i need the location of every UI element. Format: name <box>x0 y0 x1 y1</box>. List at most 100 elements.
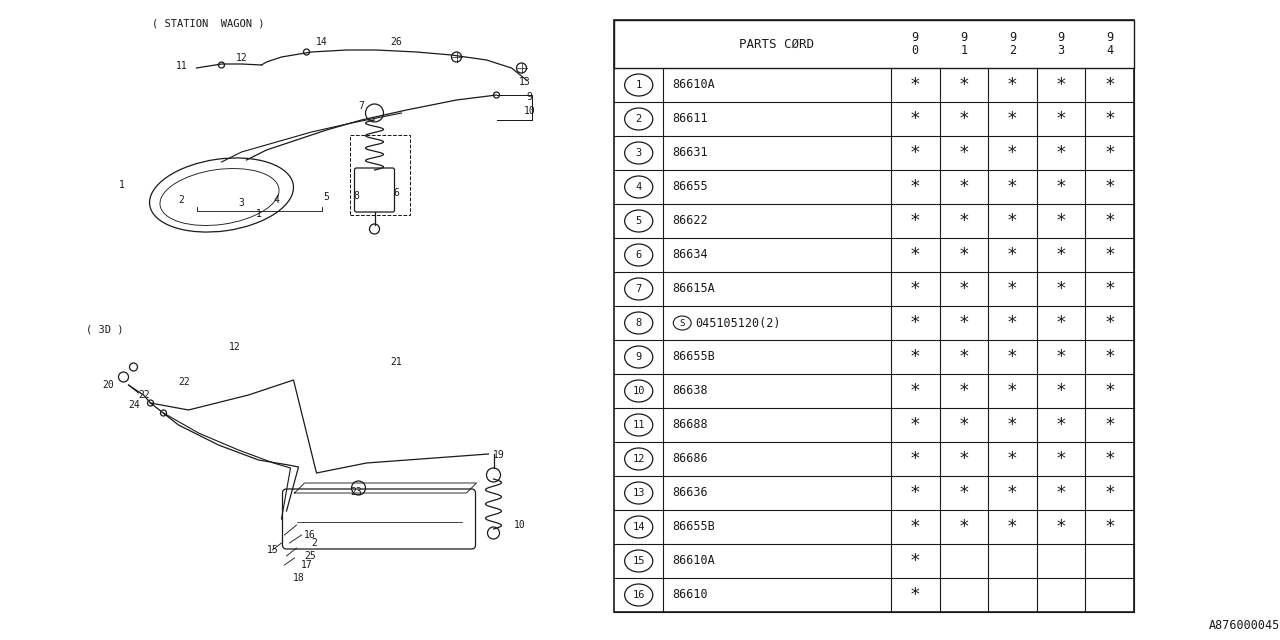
Text: *: * <box>1105 450 1115 468</box>
Text: 2: 2 <box>636 114 641 124</box>
Text: 86610A: 86610A <box>672 554 714 568</box>
Text: 86655B: 86655B <box>672 351 714 364</box>
Bar <box>614 20 1134 68</box>
Text: 18: 18 <box>293 573 305 583</box>
Text: 17: 17 <box>301 560 312 570</box>
Text: *: * <box>1056 484 1066 502</box>
Text: 10: 10 <box>513 520 525 530</box>
Text: 86615A: 86615A <box>672 282 714 296</box>
Text: 5: 5 <box>324 192 329 202</box>
Text: 14: 14 <box>316 37 328 47</box>
Text: 9: 9 <box>526 92 532 102</box>
Text: 12: 12 <box>236 53 247 63</box>
Text: 7: 7 <box>636 284 641 294</box>
Text: *: * <box>910 518 920 536</box>
Text: *: * <box>1056 76 1066 94</box>
Text: *: * <box>1056 144 1066 162</box>
Text: 6: 6 <box>636 250 641 260</box>
Text: *: * <box>1007 280 1018 298</box>
Text: 4: 4 <box>636 182 641 192</box>
Text: *: * <box>1056 314 1066 332</box>
Text: 86631: 86631 <box>672 147 708 159</box>
Text: 24: 24 <box>128 400 141 410</box>
Text: *: * <box>910 484 920 502</box>
Text: 86686: 86686 <box>672 452 708 465</box>
Text: *: * <box>959 450 969 468</box>
Text: *: * <box>910 416 920 434</box>
Text: 9
3: 9 3 <box>1057 31 1065 57</box>
Circle shape <box>219 62 224 68</box>
Text: *: * <box>959 518 969 536</box>
Text: *: * <box>1007 212 1018 230</box>
Text: *: * <box>1007 518 1018 536</box>
Text: A876000045: A876000045 <box>1208 619 1280 632</box>
Text: *: * <box>910 110 920 128</box>
Text: 86688: 86688 <box>672 419 708 431</box>
Text: 86610: 86610 <box>672 589 708 602</box>
Circle shape <box>494 92 499 98</box>
Text: 16: 16 <box>303 530 315 540</box>
Text: *: * <box>959 382 969 400</box>
Text: *: * <box>1056 382 1066 400</box>
Text: *: * <box>1056 110 1066 128</box>
Text: *: * <box>1105 518 1115 536</box>
Text: 12: 12 <box>229 342 241 352</box>
Text: *: * <box>1105 416 1115 434</box>
Bar <box>614 20 1134 612</box>
Text: *: * <box>1105 484 1115 502</box>
Text: *: * <box>959 178 969 196</box>
Text: *: * <box>910 280 920 298</box>
Text: 5: 5 <box>636 216 641 226</box>
Text: 13: 13 <box>518 77 530 87</box>
Circle shape <box>303 49 310 55</box>
Text: *: * <box>910 450 920 468</box>
Text: *: * <box>910 178 920 196</box>
Text: *: * <box>1105 382 1115 400</box>
Text: 22: 22 <box>138 390 150 400</box>
Text: 86636: 86636 <box>672 486 708 499</box>
Text: *: * <box>1105 144 1115 162</box>
Text: *: * <box>1007 178 1018 196</box>
Text: *: * <box>910 76 920 94</box>
Text: *: * <box>910 246 920 264</box>
Text: 11: 11 <box>632 420 645 430</box>
Text: *: * <box>1007 348 1018 366</box>
Text: 86611: 86611 <box>672 113 708 125</box>
Text: *: * <box>959 212 969 230</box>
Text: *: * <box>959 484 969 502</box>
Text: 3: 3 <box>238 198 244 208</box>
Text: *: * <box>959 246 969 264</box>
Text: 2: 2 <box>311 538 317 548</box>
Text: *: * <box>1105 76 1115 94</box>
Text: *: * <box>1105 110 1115 128</box>
Text: 9
4: 9 4 <box>1106 31 1114 57</box>
Text: *: * <box>1105 212 1115 230</box>
Text: 3: 3 <box>636 148 641 158</box>
Text: 12: 12 <box>632 454 645 464</box>
Text: 21: 21 <box>390 357 402 367</box>
Text: S: S <box>680 319 685 328</box>
Text: ( STATION  WAGON ): ( STATION WAGON ) <box>151 18 264 28</box>
Text: 16: 16 <box>632 590 645 600</box>
Text: 1: 1 <box>636 80 641 90</box>
Text: *: * <box>1105 178 1115 196</box>
Text: *: * <box>1007 110 1018 128</box>
Text: 86610A: 86610A <box>672 79 714 92</box>
Text: ( 3D ): ( 3D ) <box>87 325 124 335</box>
Text: 8: 8 <box>353 191 360 201</box>
Text: *: * <box>1007 246 1018 264</box>
Text: 15: 15 <box>632 556 645 566</box>
Text: *: * <box>1007 416 1018 434</box>
Text: 86655: 86655 <box>672 180 708 193</box>
Text: 9
0: 9 0 <box>911 31 919 57</box>
Text: 13: 13 <box>632 488 645 498</box>
Circle shape <box>160 410 166 416</box>
Text: 1: 1 <box>119 180 124 190</box>
Text: *: * <box>910 382 920 400</box>
Text: 6: 6 <box>393 188 399 198</box>
Text: 19: 19 <box>493 450 504 460</box>
Text: *: * <box>910 144 920 162</box>
Text: *: * <box>1056 348 1066 366</box>
Text: *: * <box>910 552 920 570</box>
Text: 4: 4 <box>274 195 279 205</box>
